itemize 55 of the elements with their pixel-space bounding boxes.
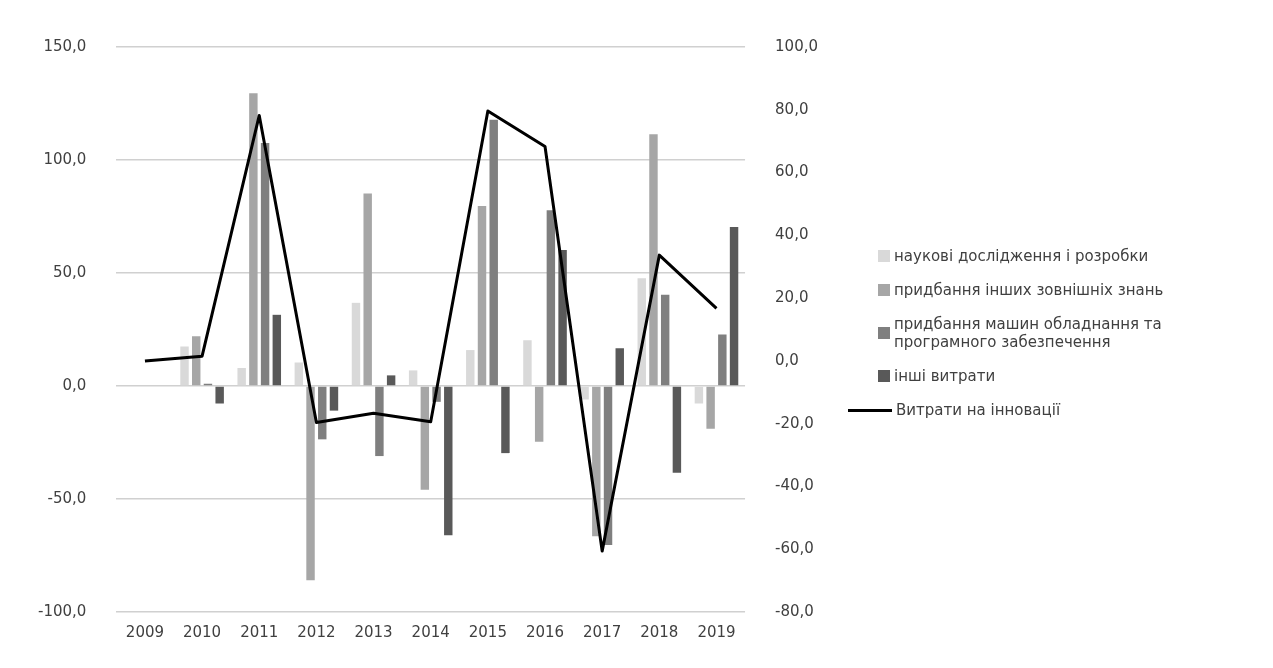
x-tick-label: 2009 <box>125 622 165 641</box>
y-tick-label: -50,0 <box>47 488 87 507</box>
y2-tick-label: 0,0 <box>775 350 799 369</box>
x-tick-label: 2016 <box>525 622 565 641</box>
y2-tick-label: 80,0 <box>775 99 809 118</box>
y2-tick-label: -60,0 <box>775 539 814 558</box>
bar <box>729 227 739 386</box>
y2-tick-label: -80,0 <box>775 601 814 620</box>
bar <box>249 93 258 386</box>
bar <box>534 386 544 442</box>
bar <box>615 348 624 386</box>
x-tick-label: 2013 <box>354 622 393 641</box>
bar <box>501 386 510 454</box>
bar <box>477 206 487 386</box>
bar <box>672 386 682 473</box>
x-tick-label: 2011 <box>240 622 279 641</box>
y-tick-label: 150,0 <box>43 36 87 55</box>
bar <box>420 386 430 490</box>
bar <box>329 386 339 411</box>
x-tick-label: 2010 <box>182 622 222 641</box>
y-tick-label: 100,0 <box>43 149 87 168</box>
bar <box>444 386 453 536</box>
bar <box>546 210 556 386</box>
bar <box>363 193 372 386</box>
bar <box>718 334 727 386</box>
x-tick-label: 2018 <box>640 622 679 641</box>
y-tick-label: 0,0 <box>62 375 87 394</box>
x-tick-label: 2015 <box>468 622 507 641</box>
y-tick-label: 50,0 <box>52 262 87 281</box>
bar <box>649 134 658 386</box>
bar <box>375 386 384 457</box>
x-tick-label: 2014 <box>411 622 450 641</box>
bar <box>215 386 224 404</box>
legend-label: Витрати на інновації <box>896 401 1061 419</box>
legend-label: наукові дослідження і розробки <box>894 247 1149 265</box>
y2-tick-label: -20,0 <box>775 413 814 432</box>
y-tick-label: -100,0 <box>38 601 87 620</box>
bar <box>306 386 315 581</box>
x-tick-label: 2012 <box>297 622 336 641</box>
y2-tick-label: -40,0 <box>775 476 814 495</box>
bar <box>660 294 670 386</box>
y2-tick-label: 40,0 <box>775 225 809 244</box>
legend-label: придбання інших зовнішніх знань <box>894 281 1164 299</box>
y2-tick-label: 20,0 <box>775 288 809 306</box>
legend-label: інші витрати <box>894 367 996 385</box>
x-tick-label: 2017 <box>583 622 622 641</box>
x-tick-label: 2019 <box>697 622 736 641</box>
y2-tick-label: 100,0 <box>775 36 819 55</box>
legend-label: придбання машин обладнання та програмного забезпечення <box>894 315 1163 351</box>
y2-tick-label: 60,0 <box>775 162 809 181</box>
bar <box>706 386 715 429</box>
bar <box>386 375 396 386</box>
bar <box>260 143 270 386</box>
bar <box>272 314 282 386</box>
bar <box>489 119 498 386</box>
